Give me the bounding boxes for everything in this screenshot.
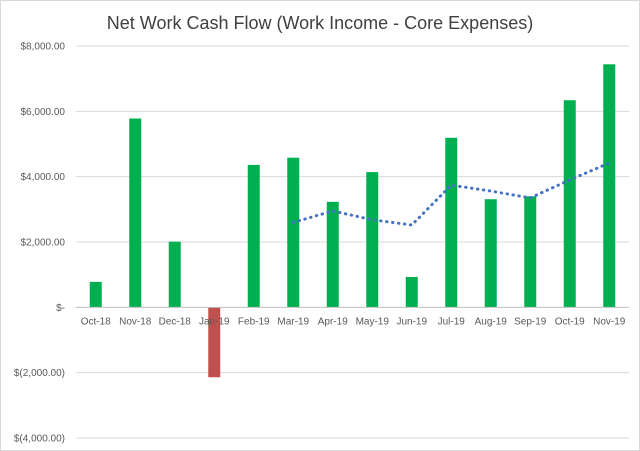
x-axis-ticks: Oct-18 Nov-18 Dec-18 Jan-19 Feb-19 Mar-19 Apr-…: [81, 316, 626, 327]
x-tick-label: Nov-19: [593, 316, 626, 327]
chart-title: Net Work Cash Flow (Work Income - Core E…: [107, 13, 533, 33]
x-tick-label: Feb-19: [238, 316, 270, 327]
y-tick-label: $(4,000.00): [14, 434, 65, 445]
x-tick-label: Jan-19: [199, 316, 230, 327]
x-tick-label: Oct-19: [555, 316, 585, 327]
x-tick-label: Oct-18: [81, 316, 111, 327]
bar: [326, 201, 339, 308]
x-tick-label: Sep-19: [514, 316, 547, 327]
y-tick-label: $6,000.00: [21, 107, 66, 118]
y-tick-label: $(2,000.00): [14, 368, 65, 379]
x-tick-label: Dec-18: [159, 316, 192, 327]
bar: [603, 64, 616, 308]
bar: [366, 172, 379, 308]
x-tick-label: Apr-19: [318, 316, 348, 327]
bar: [445, 137, 458, 308]
bar: [168, 241, 181, 308]
bar: [563, 100, 576, 308]
bar: [89, 281, 102, 308]
x-tick-label: Jul-19: [438, 316, 466, 327]
y-tick-label: $2,000.00: [21, 238, 66, 249]
trend-line: [291, 161, 611, 227]
bar: [129, 118, 142, 308]
bar: [247, 164, 260, 308]
y-tick-label: $-: [56, 303, 65, 314]
gridlines: [76, 45, 629, 439]
bars: [89, 64, 616, 378]
x-tick-label: Nov-18: [119, 316, 152, 327]
bar: [287, 157, 300, 308]
y-tick-label: $4,000.00: [21, 172, 66, 183]
bar: [405, 276, 418, 308]
x-tick-label: Mar-19: [277, 316, 309, 327]
bar: [208, 307, 221, 378]
trend-series-line: [291, 161, 611, 227]
bar: [524, 196, 537, 308]
y-axis-ticks: $8,000.00 $6,000.00 $4,000.00 $2,000.00 $- $(…: [14, 42, 66, 445]
y-tick-label: $8,000.00: [21, 42, 66, 53]
x-tick-label: Jun-19: [396, 316, 427, 327]
bar: [484, 199, 497, 308]
x-tick-label: May-19: [356, 316, 390, 327]
x-tick-label: Aug-19: [475, 316, 508, 327]
